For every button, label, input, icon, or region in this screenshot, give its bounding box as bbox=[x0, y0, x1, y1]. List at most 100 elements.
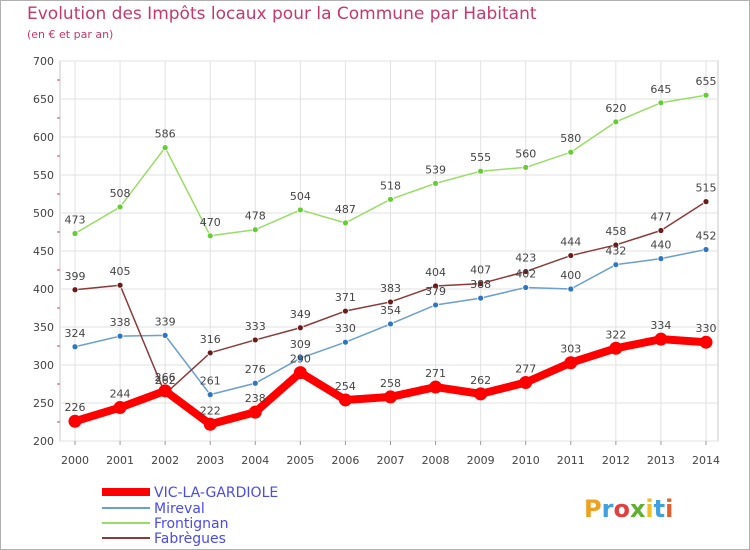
data-point bbox=[657, 99, 665, 107]
data-label: 515 bbox=[696, 182, 717, 195]
data-label: 487 bbox=[335, 203, 356, 216]
data-point bbox=[206, 232, 214, 240]
data-point bbox=[71, 230, 79, 237]
data-point bbox=[251, 226, 259, 234]
data-point bbox=[699, 335, 713, 349]
data-label: 518 bbox=[380, 179, 401, 192]
data-point bbox=[432, 301, 439, 309]
x-tick-label: 2011 bbox=[557, 454, 585, 467]
y-tick-label: 600 bbox=[33, 131, 54, 144]
data-point bbox=[293, 366, 307, 380]
data-label: 470 bbox=[200, 216, 221, 229]
data-point bbox=[702, 198, 710, 206]
x-tick-label: 2012 bbox=[602, 454, 630, 467]
data-label: 407 bbox=[470, 264, 491, 277]
data-label: 303 bbox=[560, 343, 581, 356]
data-label: 388 bbox=[470, 278, 491, 291]
data-point bbox=[387, 320, 394, 328]
data-point bbox=[429, 380, 443, 394]
data-label: 277 bbox=[515, 362, 536, 375]
data-label: 333 bbox=[245, 320, 266, 333]
y-tick-label: 700 bbox=[33, 55, 54, 68]
data-point bbox=[567, 252, 575, 259]
data-point bbox=[161, 144, 169, 152]
x-tick-label: 2007 bbox=[377, 454, 405, 467]
x-tick-label: 2006 bbox=[331, 454, 359, 467]
chart-title: Evolution des Impôts locaux pour la Comm… bbox=[27, 4, 537, 24]
data-point bbox=[477, 167, 485, 175]
data-point bbox=[116, 203, 124, 211]
data-point bbox=[342, 338, 349, 346]
data-label: 555 bbox=[470, 151, 491, 164]
data-point bbox=[113, 401, 127, 415]
data-label: 504 bbox=[290, 190, 311, 203]
data-label: 238 bbox=[245, 392, 266, 405]
x-tick-label: 2004 bbox=[241, 454, 269, 467]
data-label: 262 bbox=[155, 374, 176, 387]
x-tick-label: 2000 bbox=[61, 454, 89, 467]
data-label: 354 bbox=[380, 304, 401, 317]
data-label: 440 bbox=[650, 239, 671, 252]
data-point bbox=[567, 285, 575, 293]
data-label: 324 bbox=[65, 327, 86, 340]
data-label: 226 bbox=[65, 401, 86, 414]
data-point bbox=[654, 332, 668, 346]
data-point bbox=[432, 179, 439, 187]
y-tick-label: 650 bbox=[33, 93, 54, 106]
data-label: 586 bbox=[155, 128, 176, 141]
data-label: 400 bbox=[560, 269, 581, 282]
data-point bbox=[68, 414, 82, 428]
x-tick-label: 2001 bbox=[106, 454, 134, 467]
data-point bbox=[432, 282, 439, 290]
data-point bbox=[474, 387, 488, 401]
data-label: 539 bbox=[425, 163, 446, 176]
data-label: 330 bbox=[335, 322, 356, 335]
data-point bbox=[522, 268, 530, 275]
data-point bbox=[477, 280, 485, 288]
data-label: 383 bbox=[380, 282, 401, 295]
legend-label: Mireval bbox=[154, 501, 205, 517]
y-tick-label: 300 bbox=[33, 359, 54, 372]
data-label: 477 bbox=[650, 210, 671, 223]
data-point bbox=[612, 118, 620, 126]
x-tick-label: 2005 bbox=[286, 454, 314, 467]
data-label: 508 bbox=[110, 187, 131, 200]
data-label: 371 bbox=[335, 291, 356, 304]
data-point bbox=[522, 284, 530, 291]
data-point bbox=[342, 307, 349, 315]
data-label: 452 bbox=[696, 229, 717, 242]
y-tick-label: 550 bbox=[33, 169, 54, 182]
y-tick-label: 250 bbox=[33, 397, 54, 410]
data-point bbox=[338, 393, 352, 407]
data-point bbox=[657, 255, 665, 263]
data-label: 261 bbox=[200, 375, 221, 388]
y-tick-label: 500 bbox=[33, 207, 54, 220]
data-point bbox=[612, 241, 620, 249]
x-tick-label: 2013 bbox=[647, 454, 675, 467]
data-point bbox=[702, 91, 710, 99]
data-point bbox=[522, 163, 530, 171]
data-point bbox=[161, 331, 169, 339]
data-label: 458 bbox=[605, 225, 626, 238]
data-point bbox=[296, 206, 304, 214]
data-label: 338 bbox=[110, 316, 131, 329]
data-point bbox=[612, 261, 620, 269]
data-label: 349 bbox=[290, 308, 311, 321]
data-label: 316 bbox=[200, 333, 221, 346]
data-point bbox=[342, 219, 349, 227]
x-tick-label: 2009 bbox=[467, 454, 495, 467]
data-label: 262 bbox=[470, 374, 491, 387]
data-point bbox=[116, 281, 124, 289]
data-label: 560 bbox=[515, 147, 536, 160]
data-point bbox=[296, 354, 304, 362]
data-label: 334 bbox=[650, 319, 671, 332]
legend-label: Fabrègues bbox=[154, 531, 226, 547]
x-tick-label: 2003 bbox=[196, 454, 224, 467]
data-point bbox=[296, 324, 304, 332]
data-label: 222 bbox=[200, 404, 221, 417]
x-tick-label: 2008 bbox=[422, 454, 450, 467]
data-label: 290 bbox=[290, 353, 311, 366]
data-label: 432 bbox=[605, 245, 626, 258]
data-label: 244 bbox=[110, 388, 131, 401]
